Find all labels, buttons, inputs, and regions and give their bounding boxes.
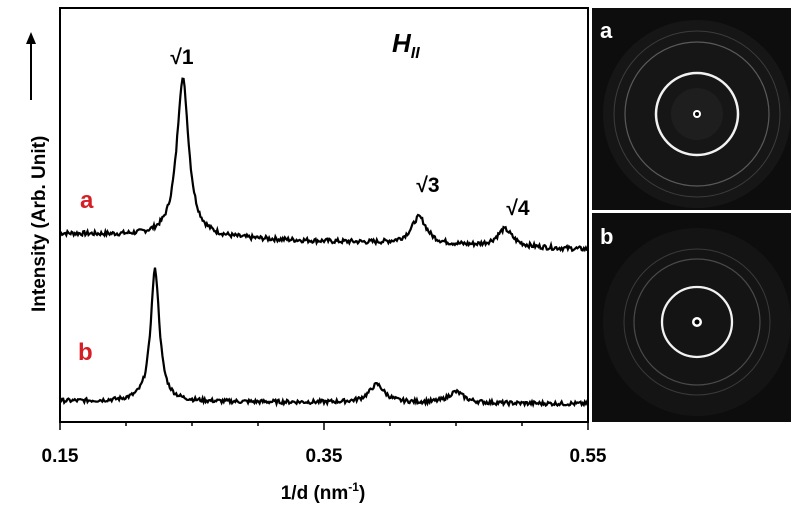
x-tick-label-0: 0.15: [42, 446, 79, 467]
peak-label-sqrt4: √4: [506, 197, 530, 220]
x-tick-label-1: 0.35: [306, 446, 343, 467]
panel-divider: [592, 210, 791, 213]
series-label-a: a: [80, 187, 94, 214]
series-line-b: [59, 267, 590, 408]
x-tick-label-2: 0.55: [570, 446, 607, 467]
saxs-panel-b: [592, 213, 791, 422]
series-label-b: b: [78, 339, 93, 366]
x-axis-label: 1/d (nm-1): [281, 480, 366, 504]
saxs-panel-a: [592, 8, 791, 210]
y-axis-arrow: [26, 32, 36, 100]
x-axis-ticks: [59, 422, 589, 430]
saxs-panel-label-a: a: [600, 18, 613, 43]
y-axis-label: Intensity (Arb. Unit): [29, 136, 50, 312]
peak-label-sqrt3: √3: [416, 174, 439, 197]
phase-label: HII: [392, 28, 420, 62]
peak-label-sqrt1: √1: [170, 46, 194, 69]
saxs-panel-label-b: b: [600, 224, 613, 249]
series-line-a: [59, 77, 589, 254]
